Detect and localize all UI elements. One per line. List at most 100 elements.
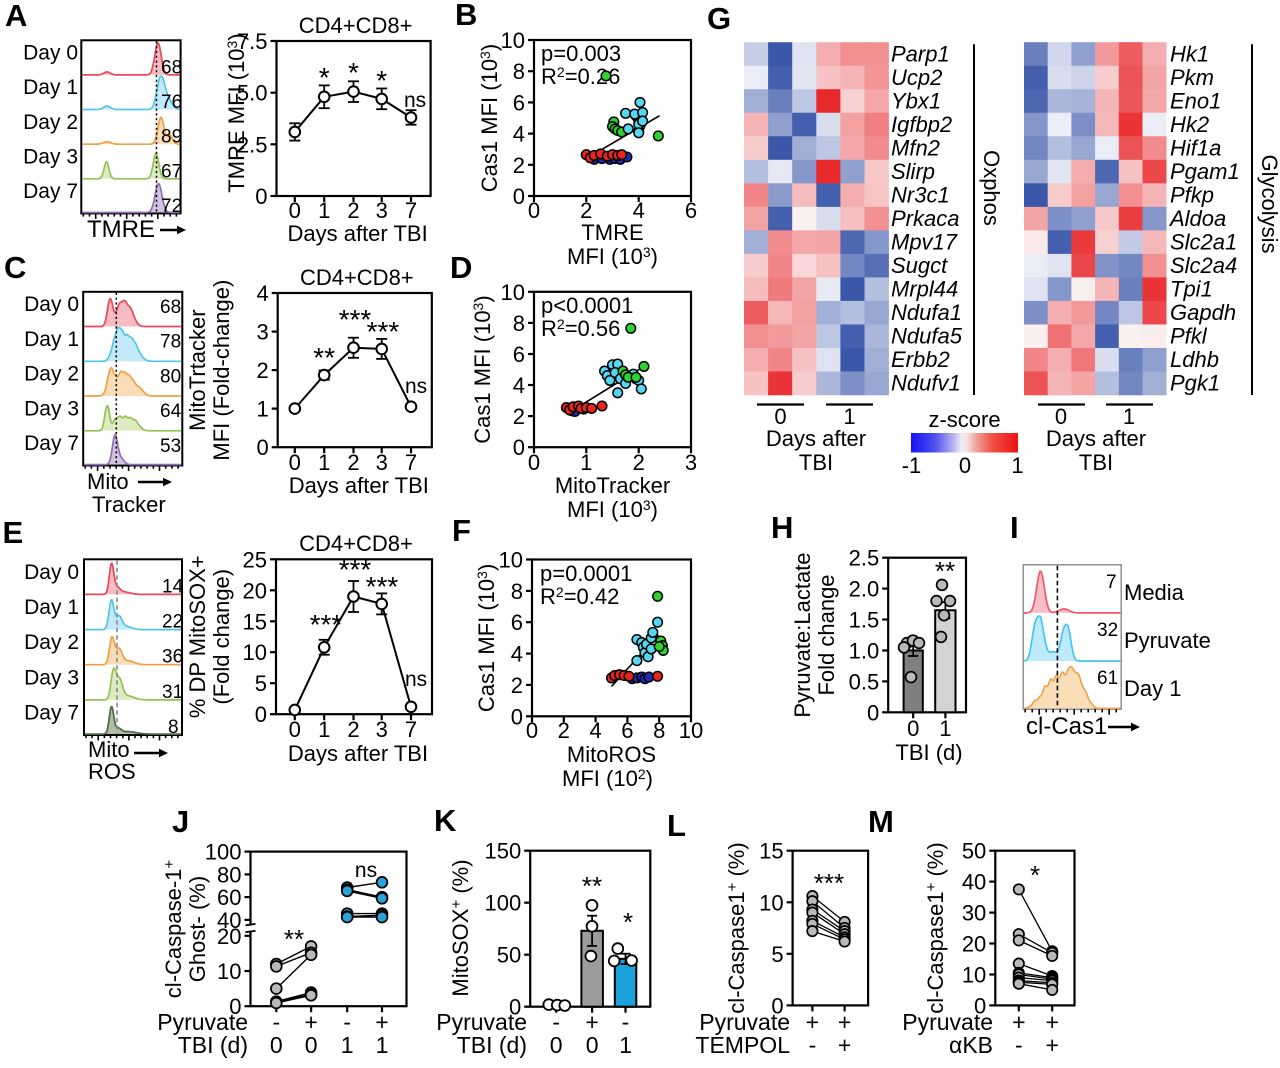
svg-text:2: 2 [347, 198, 359, 223]
svg-text:0: 0 [270, 1032, 283, 1058]
svg-text:2: 2 [347, 717, 359, 742]
svg-text:0: 0 [229, 994, 241, 1019]
svg-text:+: + [838, 1009, 851, 1035]
svg-text:cl-Caspase1+ (%): cl-Caspase1+ (%) [724, 842, 749, 1013]
svg-text:Tpi1: Tpi1 [1170, 277, 1213, 302]
svg-text:2.5: 2.5 [849, 546, 880, 571]
svg-text:150: 150 [484, 839, 521, 864]
svg-text:0: 0 [867, 700, 879, 725]
svg-text:Day 2: Day 2 [24, 363, 79, 386]
svg-text:J: J [172, 804, 189, 839]
svg-text:Slc2a4: Slc2a4 [1170, 253, 1237, 278]
svg-text:7: 7 [405, 450, 417, 475]
svg-text:MFI (102): MFI (102) [562, 766, 653, 791]
svg-text:Pgk1: Pgk1 [1170, 371, 1220, 396]
svg-text:2.0: 2.0 [849, 577, 880, 602]
svg-text:0: 0 [550, 1032, 563, 1058]
svg-text:Slirp: Slirp [891, 159, 935, 184]
svg-text:+: + [304, 1009, 317, 1035]
svg-text:25: 25 [243, 547, 267, 572]
svg-text:5: 5 [255, 671, 267, 696]
svg-text:I: I [1010, 510, 1019, 545]
svg-text:-: - [552, 1009, 560, 1035]
svg-text:+: + [806, 1009, 819, 1035]
svg-text:6: 6 [513, 90, 525, 115]
svg-text:C: C [4, 250, 26, 285]
svg-text:Eno1: Eno1 [1170, 89, 1221, 114]
svg-text:10: 10 [759, 890, 783, 915]
svg-text:Glycolysis: Glycolysis [1257, 154, 1280, 253]
svg-text:% DP MitoSOX+: % DP MitoSOX+ [185, 555, 210, 718]
svg-text:TEMPOL: TEMPOL [695, 1032, 790, 1058]
svg-text:cl-Cas1: cl-Cas1 [1026, 713, 1107, 740]
svg-text:8: 8 [511, 579, 523, 604]
svg-text:Cas1 MFI (103): Cas1 MFI (103) [470, 295, 495, 443]
svg-text:F: F [452, 513, 471, 548]
svg-text:2: 2 [347, 450, 359, 475]
svg-text:Mito: Mito [87, 469, 129, 494]
svg-text:H: H [771, 510, 793, 545]
svg-text:68: 68 [160, 297, 181, 318]
svg-text:**: ** [284, 924, 304, 954]
svg-text:3: 3 [685, 450, 697, 475]
svg-text:8: 8 [168, 717, 179, 738]
svg-text:Erbb2: Erbb2 [891, 347, 950, 372]
svg-text:Day 0: Day 0 [24, 561, 79, 584]
svg-text:Days after TBI: Days after TBI [287, 221, 427, 246]
svg-text:3: 3 [256, 320, 268, 345]
svg-text:4: 4 [513, 373, 525, 398]
svg-text:100: 100 [484, 891, 521, 916]
svg-text:Day 7: Day 7 [23, 180, 78, 203]
svg-text:-: - [343, 1009, 351, 1035]
svg-text:MitoTracker: MitoTracker [555, 473, 670, 498]
svg-text:7: 7 [1106, 572, 1117, 593]
svg-text:100: 100 [205, 840, 242, 865]
svg-text:A: A [5, 0, 27, 33]
svg-text:Day 1: Day 1 [1124, 676, 1181, 701]
svg-text:7: 7 [405, 198, 417, 223]
svg-text:1: 1 [318, 450, 330, 475]
svg-text:61: 61 [1097, 668, 1118, 689]
svg-text:50: 50 [497, 943, 521, 968]
svg-text:p=0.003: p=0.003 [541, 41, 621, 66]
svg-text:36: 36 [162, 647, 183, 668]
svg-text:cl-Caspase1+ (%): cl-Caspase1+ (%) [923, 842, 948, 1013]
svg-text:76: 76 [161, 92, 182, 113]
svg-text:-: - [1015, 1032, 1023, 1058]
svg-text:50: 50 [962, 839, 986, 864]
svg-text:ns: ns [405, 375, 427, 398]
svg-text:0: 0 [289, 450, 301, 475]
svg-text:MFI (Fold-change): MFI (Fold-change) [209, 280, 234, 461]
svg-text:G: G [707, 1, 731, 36]
svg-text:6: 6 [621, 718, 633, 743]
svg-text:***: *** [814, 868, 844, 898]
svg-text:0: 0 [528, 450, 540, 475]
svg-text:7: 7 [405, 717, 417, 742]
svg-text:z-score: z-score [928, 407, 1000, 432]
svg-text:0: 0 [528, 198, 540, 223]
svg-text:-1: -1 [902, 453, 922, 478]
svg-text:Days after: Days after [1046, 426, 1146, 451]
svg-text:2: 2 [511, 673, 523, 698]
svg-text:Cas1 MFI (103): Cas1 MFI (103) [474, 564, 499, 712]
svg-text:5.0: 5.0 [237, 81, 268, 106]
svg-text:80: 80 [217, 862, 241, 887]
svg-text:ns: ns [404, 89, 426, 112]
svg-text:0: 0 [509, 995, 521, 1020]
svg-text:(Fold change): (Fold change) [209, 569, 234, 705]
svg-text:***: *** [367, 316, 400, 347]
svg-text:Day 1: Day 1 [24, 328, 79, 351]
svg-text:p<0.0001: p<0.0001 [541, 293, 633, 318]
svg-text:1: 1 [341, 1032, 354, 1058]
svg-text:32: 32 [1097, 620, 1118, 641]
svg-text:**: ** [313, 342, 335, 373]
svg-text:7.5: 7.5 [237, 29, 268, 54]
svg-text:20: 20 [243, 578, 267, 603]
svg-text:Tracker: Tracker [92, 492, 166, 517]
svg-text:1: 1 [1123, 404, 1135, 429]
svg-text:ROS: ROS [88, 759, 136, 784]
svg-text:6: 6 [513, 342, 525, 367]
svg-text:+: + [585, 1009, 598, 1035]
svg-text:4: 4 [513, 122, 525, 147]
svg-text:Days after TBI: Days after TBI [288, 741, 428, 766]
